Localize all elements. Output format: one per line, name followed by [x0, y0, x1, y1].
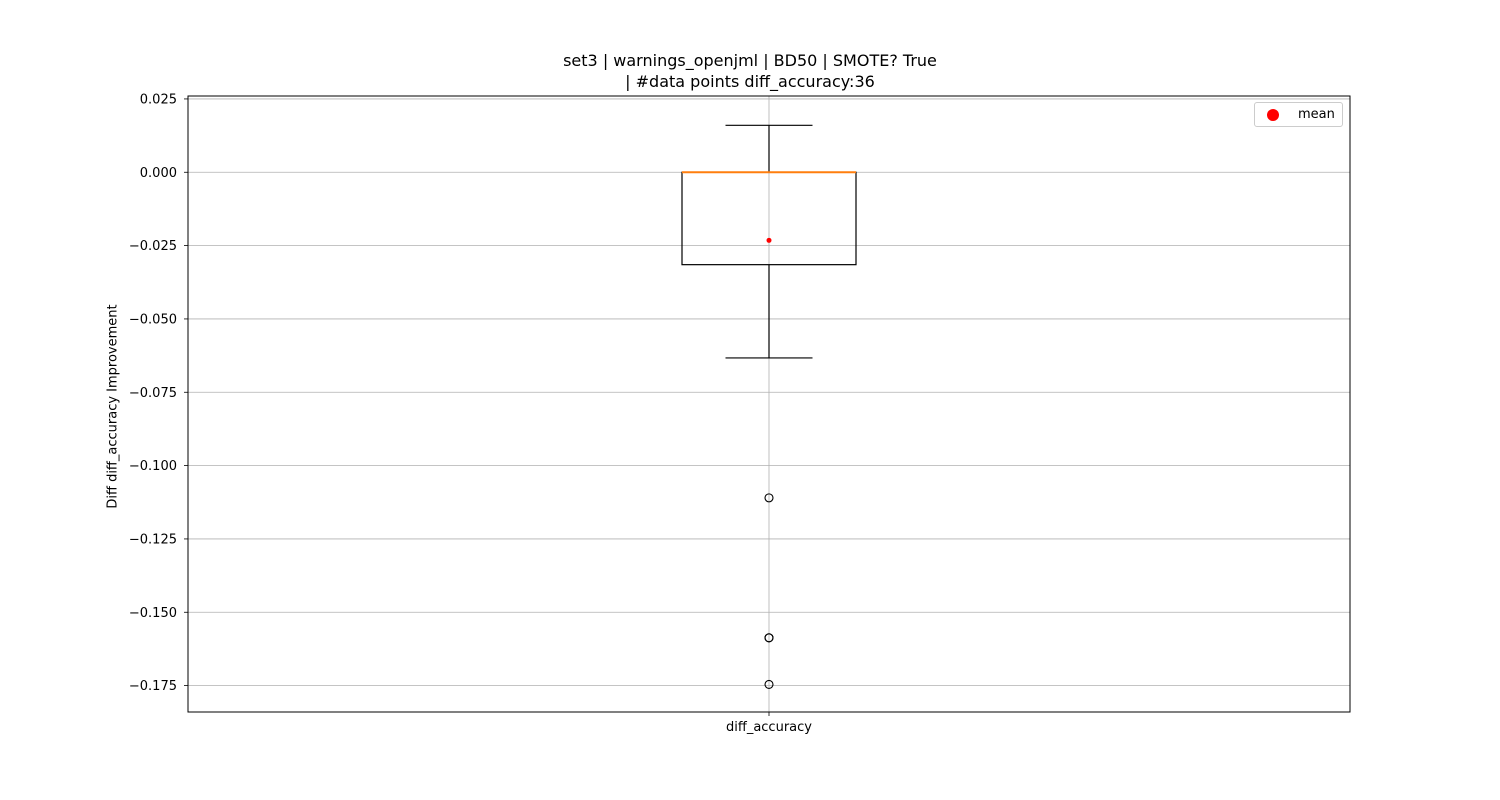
chart-title-line1: set3 | warnings_openjml | BD50 | SMOTE? …	[563, 51, 937, 70]
legend: mean	[1254, 102, 1343, 127]
y-tick-label: −0.025	[129, 239, 177, 254]
y-tick-label: 0.000	[140, 166, 177, 181]
outlier-point	[764, 679, 774, 689]
legend-mean-marker	[1267, 109, 1279, 121]
y-axis-label: Diff diff_accuracy Improvement	[105, 303, 121, 509]
y-tick-label: 0.025	[140, 92, 177, 107]
y-tick-label: −0.100	[129, 459, 177, 474]
grid-layer	[188, 96, 1350, 712]
y-axis-ticks: 0.025 0.000 −0.025 −0.050 −0.075 −0.100 −0.125…	[129, 92, 770, 716]
chart-title-line2: | #data points diff_accuracy:36	[625, 72, 875, 91]
y-tick-label: −0.050	[129, 312, 177, 327]
y-tick-label: −0.075	[129, 386, 177, 401]
y-tick-label: −0.125	[129, 532, 177, 547]
y-tick-label: −0.150	[129, 606, 177, 621]
plot-frame	[187, 95, 1351, 713]
outlier-point	[764, 493, 774, 503]
box-layer	[681, 124, 857, 689]
mean-marker	[766, 237, 772, 243]
legend-mean-label: mean	[1298, 107, 1335, 122]
outlier-point	[764, 633, 774, 643]
x-tick-label: diff_accuracy	[726, 720, 812, 735]
y-tick-label: −0.175	[129, 679, 177, 694]
